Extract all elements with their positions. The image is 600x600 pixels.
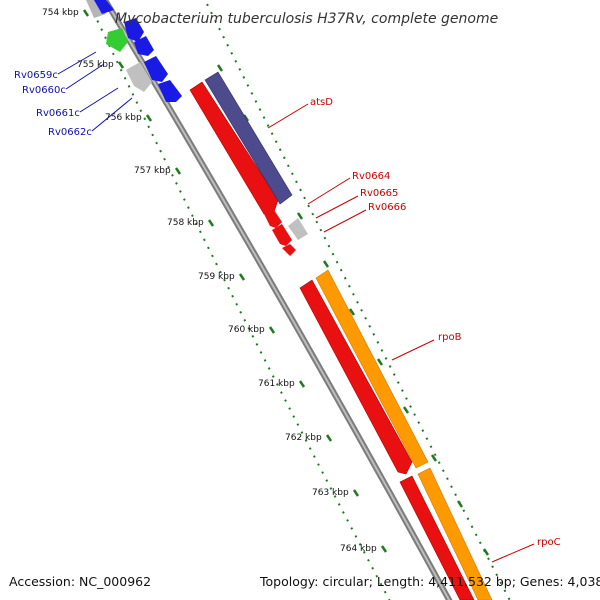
tick-mark xyxy=(238,273,246,281)
tick-mark xyxy=(380,545,388,553)
gene-arrow-grey xyxy=(126,62,152,92)
tick-mark xyxy=(268,326,276,334)
tick-label: 759 kbp xyxy=(198,272,235,282)
tick-label: 762 kbp xyxy=(285,433,322,443)
gene-arrow-blue-4 xyxy=(158,80,182,102)
label-atsD: atsD xyxy=(310,97,333,108)
tick-label: 761 kbp xyxy=(258,379,295,389)
genome-backbone xyxy=(101,0,453,600)
tick-label: 755 kbp xyxy=(77,60,114,70)
gene-rpoB-cog xyxy=(315,269,429,469)
tick-mark xyxy=(145,114,153,122)
tick-label: 763 kbp xyxy=(312,488,349,498)
gene-rpoC-cog xyxy=(417,467,493,600)
label-Rv0664: Rv0664 xyxy=(352,171,390,182)
tick-mark xyxy=(207,219,215,227)
page-title: Mycobacterium tuberculosis H37Rv, comple… xyxy=(115,11,498,27)
tick-mark xyxy=(298,380,306,388)
tick-label: 764 kbp xyxy=(340,544,377,554)
genome-backbone-highlight xyxy=(103,0,451,600)
forward-genes xyxy=(189,71,493,600)
tick-mark xyxy=(352,489,360,497)
label-Rv0662c: Rv0662c xyxy=(48,127,92,138)
gene-arrow-blue-2 xyxy=(134,36,154,56)
tick-marks: 754 kbp 755 kbp 756 kbp 757 kbp 758 kbp 759 k… xyxy=(42,8,490,556)
label-Rv0659c: Rv0659c xyxy=(14,70,58,81)
tick-label: 760 kbp xyxy=(228,325,265,335)
tick-label: 756 kbp xyxy=(105,113,142,123)
outer-tick-mark xyxy=(482,548,490,556)
gene-arrow-blue-1 xyxy=(124,18,144,42)
gene-atsD-cds xyxy=(189,81,279,215)
gene-rpoC-cds xyxy=(399,475,475,600)
outer-tick-mark xyxy=(348,308,356,316)
tick-label: 754 kbp xyxy=(42,8,79,18)
gene-atsD-cog xyxy=(204,71,293,205)
label-Rv0666: Rv0666 xyxy=(368,202,406,213)
outer-tick-mark xyxy=(376,358,384,366)
gene-Rv0664-cds xyxy=(264,210,282,228)
outer-tick-mark xyxy=(296,212,304,220)
label-Rv0665: Rv0665 xyxy=(360,188,398,199)
gene-block-grey-top xyxy=(86,0,106,18)
label-Rv0661c: Rv0661c xyxy=(36,108,80,119)
outer-tick-mark xyxy=(322,260,330,268)
gene-Rv0666-cds xyxy=(282,244,296,256)
accession-text: Accession: NC_000962 xyxy=(9,574,151,589)
label-rpoB: rpoB xyxy=(438,332,462,343)
tick-mark xyxy=(174,167,182,175)
topology-text: Topology: circular; Length: 4,411,532 bp… xyxy=(259,574,600,589)
tick-mark xyxy=(82,9,90,17)
tick-label: 758 kbp xyxy=(167,218,204,228)
gene-rpoB-cds xyxy=(299,279,413,475)
gene-block-blue-top xyxy=(94,0,114,14)
inner-dotted-track xyxy=(86,0,391,600)
label-rpoC: rpoC xyxy=(537,537,561,548)
tick-label: 757 kbp xyxy=(134,166,171,176)
label-leaders xyxy=(57,51,535,563)
outer-tick-mark xyxy=(216,64,224,72)
outer-tick-mark xyxy=(402,406,410,414)
gene-Rv0665-other xyxy=(288,218,308,240)
label-Rv0660c: Rv0660c xyxy=(22,85,66,96)
outer-dotted-track xyxy=(203,0,511,600)
gene-arrow-blue-3 xyxy=(144,56,168,82)
gene-block-white-top xyxy=(186,4,196,10)
tick-mark xyxy=(117,61,125,69)
outer-tick-mark xyxy=(456,500,464,508)
reverse-genes xyxy=(86,0,196,102)
gene-arrow-green xyxy=(106,28,128,52)
gene-Rv0665-cds xyxy=(272,224,292,246)
tick-mark xyxy=(325,434,333,442)
outer-tick-mark xyxy=(430,454,438,462)
